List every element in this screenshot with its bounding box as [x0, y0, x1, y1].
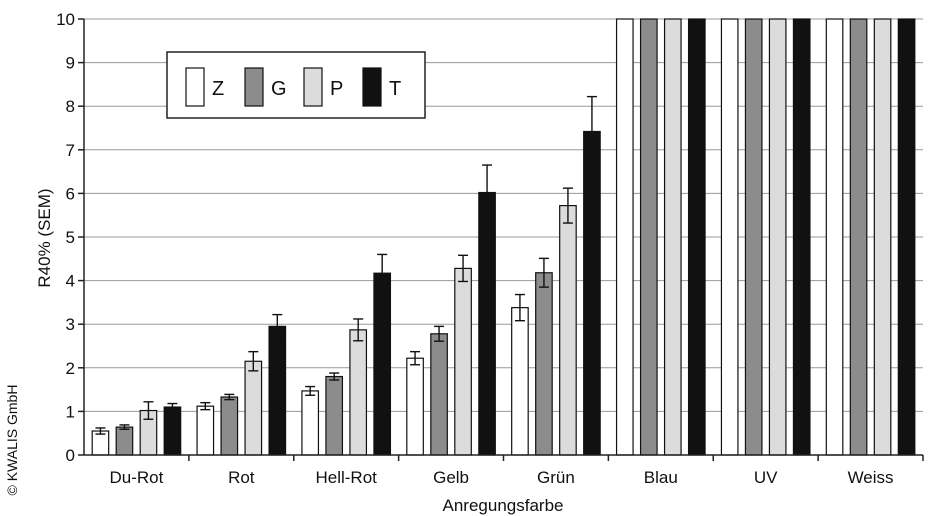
legend-swatch	[362, 67, 382, 107]
bar	[768, 18, 787, 456]
bar	[325, 375, 344, 456]
x-tick-labels: Du-Rot Rot Hell-Rot Gelb Grün Blau UV Weiss	[110, 455, 924, 487]
bar	[511, 307, 529, 456]
bars	[91, 18, 916, 456]
bar	[720, 18, 739, 456]
bar	[639, 18, 658, 456]
bar	[115, 426, 134, 456]
x-tick-label: Grün	[537, 468, 575, 487]
y-tick-label: 6	[66, 184, 75, 203]
bar	[615, 18, 634, 456]
y-tick-label: 7	[66, 141, 75, 160]
bar	[663, 18, 682, 456]
bar	[430, 333, 448, 456]
legend-swatch	[303, 67, 323, 107]
legend-label: T	[389, 78, 401, 100]
bar	[687, 18, 706, 456]
bar	[583, 130, 601, 456]
bar	[163, 406, 182, 456]
x-tick-label: Hell-Rot	[315, 468, 377, 487]
legend-box	[166, 51, 426, 119]
y-tick-label: 5	[66, 228, 75, 247]
y-tick-labels: 0 1 2 3 4 5 6 7 8 9 10	[56, 10, 75, 465]
bar	[349, 329, 368, 456]
x-tick-label: Gelb	[433, 468, 469, 487]
bar	[559, 205, 577, 456]
x-tick-label: Weiss	[848, 468, 894, 487]
bar	[897, 18, 916, 456]
error-bars	[95, 95, 597, 435]
bar	[744, 18, 763, 456]
y-tick-label: 1	[66, 402, 75, 421]
y-tick-label: 10	[56, 10, 75, 29]
legend-label: G	[271, 78, 287, 100]
y-tick-label: 9	[66, 54, 75, 73]
x-tick-label: Blau	[644, 468, 678, 487]
y-tick-label: 0	[66, 446, 75, 465]
y-tick-label: 4	[66, 272, 75, 291]
legend-label: Z	[212, 78, 224, 100]
legend-label: P	[330, 78, 343, 100]
bar	[220, 396, 239, 456]
bar	[825, 18, 844, 456]
x-axis-title: Anregungsfarbe	[443, 496, 564, 515]
bar	[792, 18, 811, 456]
legend-swatch	[185, 67, 205, 107]
bar	[535, 272, 553, 456]
x-tick-label: Du-Rot	[110, 468, 164, 487]
copyright-notice: © KWALIS GmbH	[4, 385, 20, 496]
bar	[373, 272, 392, 456]
bar	[268, 325, 287, 456]
x-tick-label: UV	[754, 468, 778, 487]
y-tick-label: 3	[66, 315, 75, 334]
bar	[301, 390, 320, 456]
bar	[406, 357, 424, 456]
bar	[244, 360, 263, 456]
x-tick-label: Rot	[228, 468, 255, 487]
bar	[454, 267, 472, 456]
bar	[478, 191, 496, 456]
y-tick-label: 2	[66, 359, 75, 378]
bar	[849, 18, 868, 456]
legend-swatch	[244, 67, 264, 107]
y-tick-label: 8	[66, 97, 75, 116]
bar	[873, 18, 892, 456]
y-axis-title: R40% (SEM)	[35, 188, 54, 287]
bar	[196, 405, 215, 456]
